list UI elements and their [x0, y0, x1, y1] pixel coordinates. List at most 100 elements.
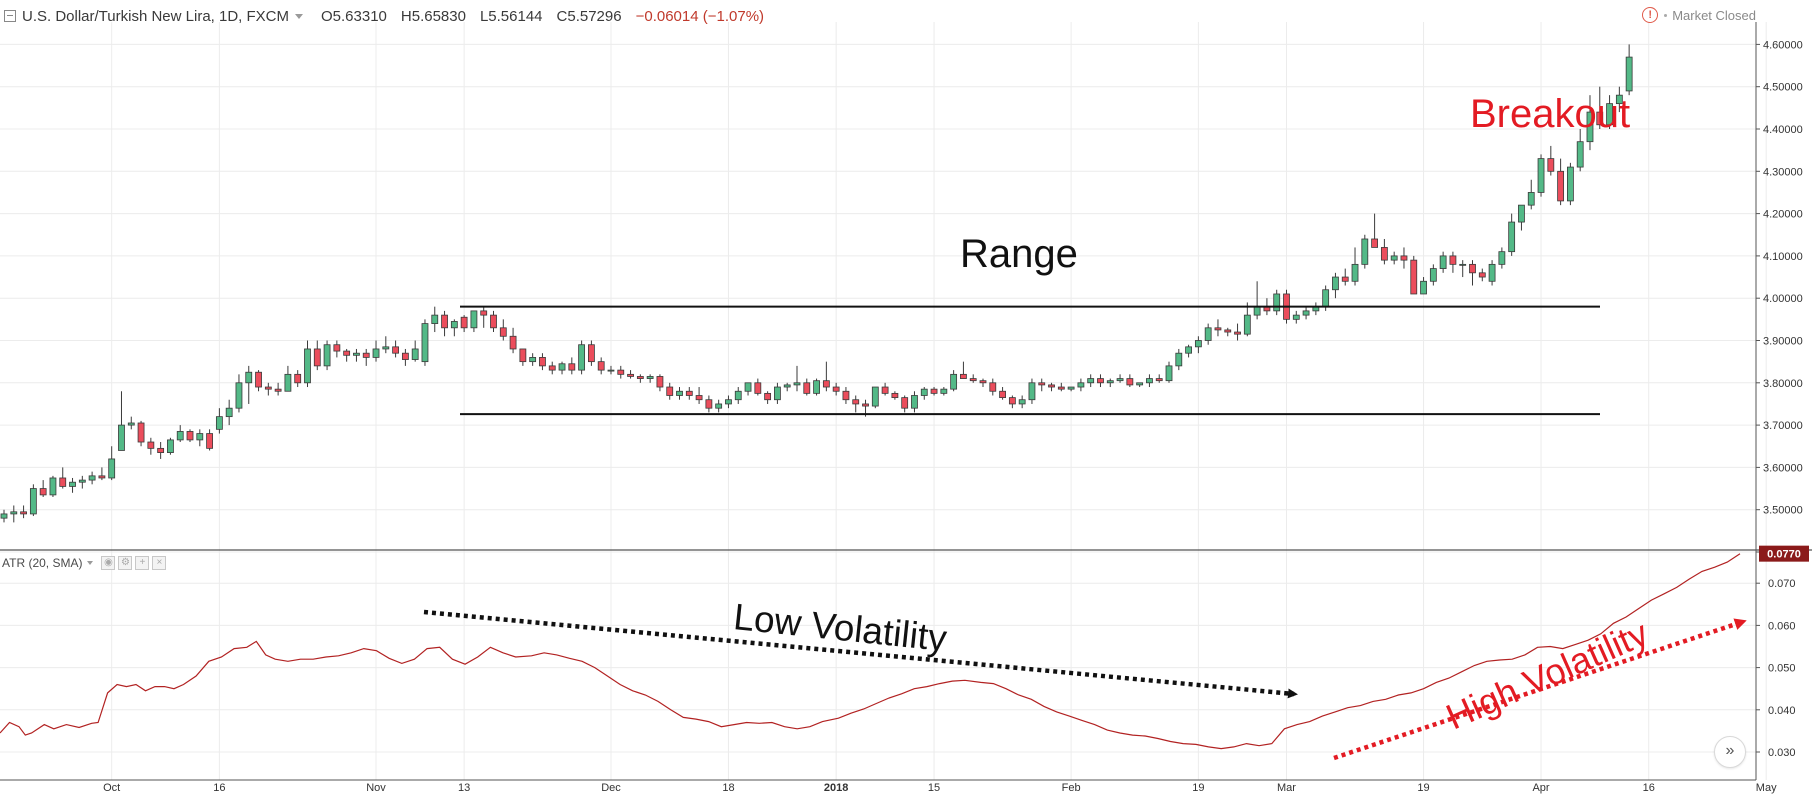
candle-body: [1439, 255, 1447, 269]
candle: [1508, 213, 1516, 256]
open-value: O5.63310: [321, 7, 387, 25]
candle: [1126, 374, 1134, 388]
candle-body: [646, 376, 654, 379]
candle-body: [499, 327, 507, 337]
candle-body: [225, 407, 233, 418]
candle: [69, 477, 76, 493]
candle: [1400, 247, 1408, 269]
y-tick-label: 3.50000: [1763, 505, 1803, 517]
candle-body: [167, 439, 174, 453]
candle: [431, 306, 439, 333]
scroll-to-latest-button[interactable]: »: [1714, 736, 1746, 768]
candle-body: [676, 390, 683, 396]
candle-body: [460, 316, 468, 329]
candle-body: [215, 416, 223, 430]
candle-body: [304, 348, 311, 384]
candle: [1478, 268, 1486, 282]
candle-body: [108, 458, 116, 479]
candle-body: [1048, 384, 1055, 388]
atr-line: [0, 553, 1741, 750]
candle-body: [705, 399, 713, 409]
candle: [1234, 323, 1241, 341]
candle-body: [950, 373, 958, 390]
candle: [353, 348, 360, 362]
candle-body: [431, 314, 439, 324]
candle: [666, 382, 674, 400]
candle-body: [862, 403, 869, 407]
candle: [274, 382, 282, 396]
x-tick-label: 16: [1643, 782, 1655, 794]
x-tick-label: May: [1756, 782, 1777, 794]
candle: [676, 387, 683, 400]
candle: [215, 408, 223, 434]
candle-body: [1292, 314, 1300, 320]
candle-body: [617, 369, 625, 375]
chevron-down-icon[interactable]: [295, 13, 303, 19]
candle: [1136, 382, 1144, 388]
breakout-annotation: Breakout: [1470, 92, 1631, 136]
candle-body: [1008, 397, 1016, 405]
candle: [832, 382, 840, 396]
y-tick-label: 4.20000: [1763, 209, 1803, 221]
candle: [960, 361, 967, 379]
candle: [881, 382, 889, 396]
collapse-icon[interactable]: [4, 10, 16, 22]
candle: [822, 361, 830, 392]
candle-body: [1459, 263, 1467, 266]
candle: [313, 340, 321, 371]
x-tick-label: 15: [928, 782, 940, 794]
candle-body: [1224, 329, 1232, 333]
candle-body: [1469, 263, 1476, 274]
candle: [1067, 386, 1075, 392]
candle-body: [1214, 327, 1222, 331]
y-tick-label: 4.40000: [1763, 124, 1803, 136]
atr-y-tick-label: 0.050: [1768, 663, 1796, 675]
candle-body: [196, 433, 204, 441]
low-value: L5.56144: [479, 7, 543, 25]
candle: [1155, 374, 1163, 383]
candle: [167, 437, 174, 455]
close-icon[interactable]: ×: [152, 556, 167, 570]
candle-body: [1429, 268, 1437, 282]
candle: [656, 374, 664, 392]
market-status: ! Market Closed: [1642, 7, 1756, 23]
add-icon[interactable]: +: [135, 556, 150, 570]
candle-body: [607, 369, 615, 372]
candle: [304, 340, 311, 388]
candle-body: [1175, 352, 1183, 367]
candle: [1302, 306, 1310, 320]
candle-body: [1537, 158, 1545, 193]
candle: [1586, 95, 1594, 151]
candle: [0, 509, 8, 523]
candle: [490, 310, 497, 333]
candle-body: [353, 352, 360, 356]
candle: [49, 475, 57, 498]
candle: [1547, 145, 1555, 176]
candle-body: [411, 348, 419, 360]
candle-body: [1547, 158, 1555, 172]
candle-body: [588, 344, 595, 363]
candle: [597, 357, 605, 375]
chevron-down-icon[interactable]: [87, 561, 94, 565]
x-tick-label: Nov: [366, 782, 386, 794]
candle-body: [1018, 399, 1026, 405]
candle: [411, 340, 419, 362]
candle: [803, 378, 811, 396]
candle: [294, 370, 302, 388]
candle-body: [1302, 310, 1310, 316]
candle: [1038, 378, 1046, 392]
candle: [127, 416, 135, 430]
candle: [176, 425, 184, 443]
candle: [1106, 378, 1114, 388]
settings-icon[interactable]: ⚙: [118, 556, 133, 570]
candle: [1146, 374, 1153, 388]
candle-body: [529, 357, 537, 363]
candle-body: [1322, 289, 1330, 308]
y-tick-label: 3.60000: [1763, 462, 1803, 474]
candle: [646, 374, 654, 383]
candle-body: [715, 403, 723, 409]
visibility-icon[interactable]: ◉: [101, 556, 116, 570]
candle-body: [0, 513, 8, 519]
candle-body: [1097, 378, 1104, 384]
candle-body: [920, 388, 928, 396]
